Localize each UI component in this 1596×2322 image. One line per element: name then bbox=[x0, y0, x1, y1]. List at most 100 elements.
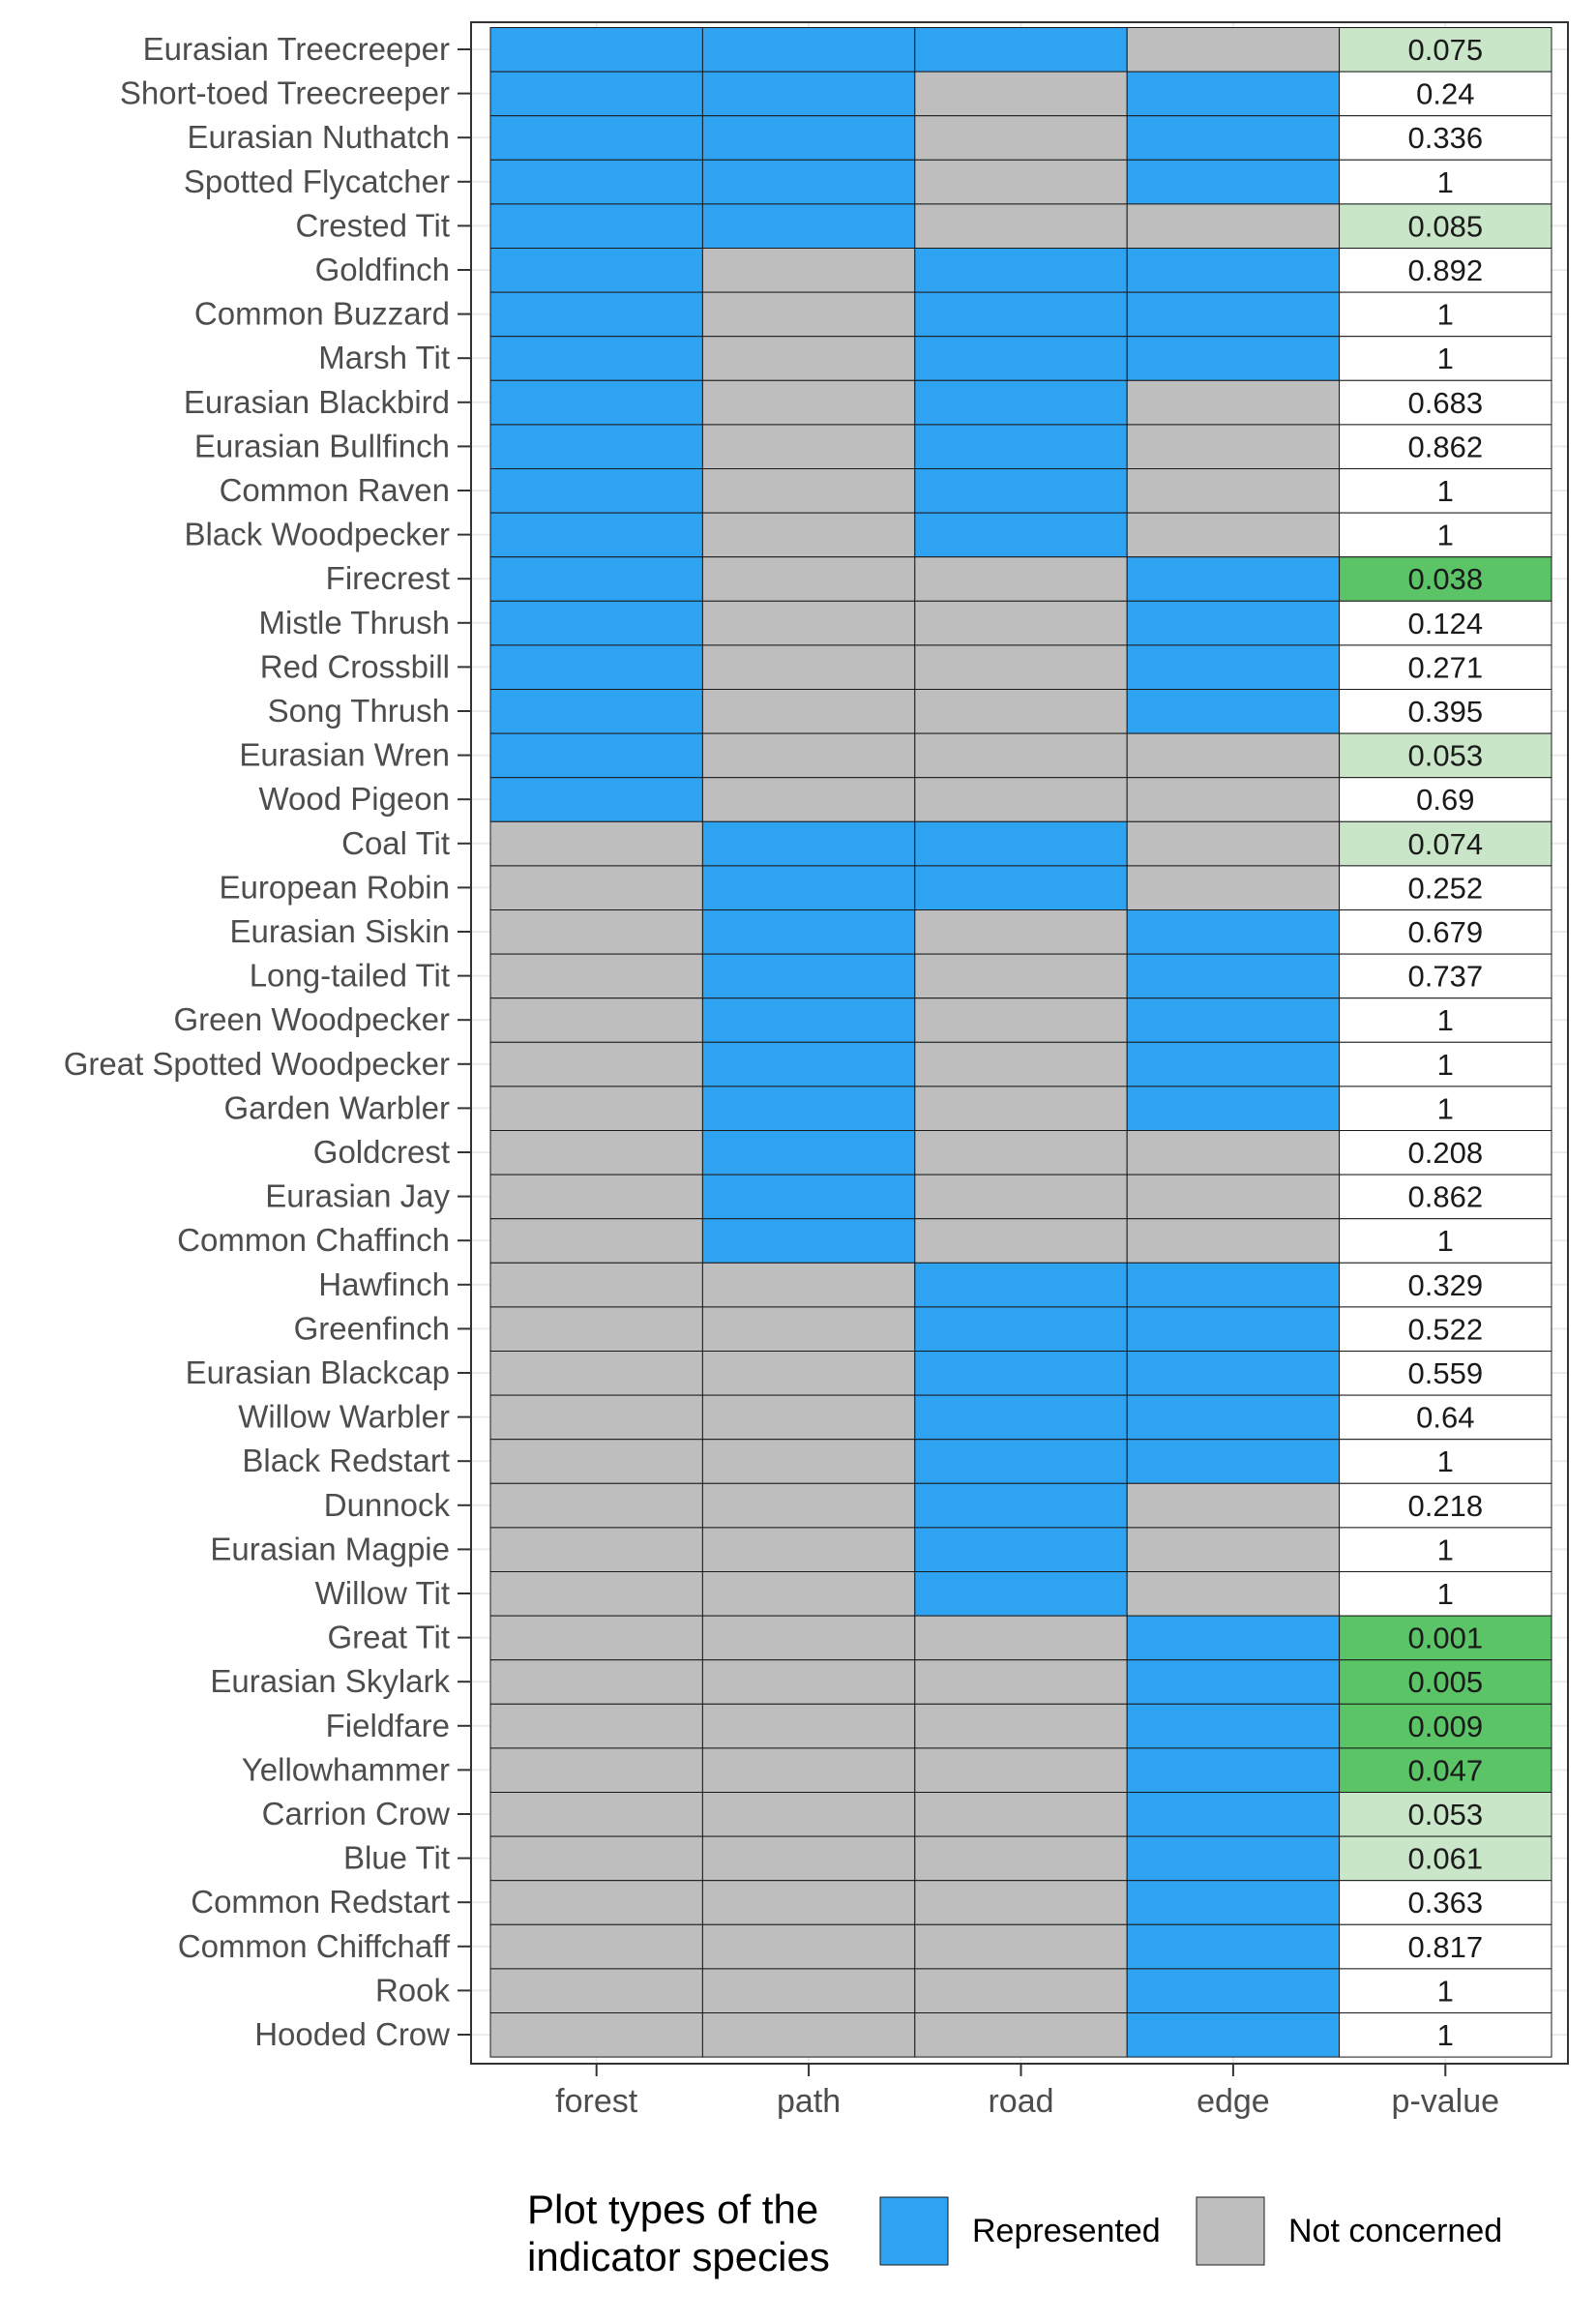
pvalue-cell bbox=[1339, 1880, 1552, 1925]
pvalue-cell bbox=[1339, 1835, 1552, 1882]
pvalue-cell bbox=[1339, 1439, 1552, 1484]
heatmap-cell-edge bbox=[1126, 997, 1341, 1043]
species-label: Yellowhammer bbox=[242, 1751, 450, 1787]
pvalue-label: 1 bbox=[1437, 1048, 1454, 1082]
heatmap-cell-path bbox=[701, 1218, 916, 1264]
pvalue-cell bbox=[1339, 1482, 1552, 1529]
species-label: Garden Warbler bbox=[223, 1089, 450, 1125]
heatmap-cell-edge bbox=[1126, 248, 1341, 293]
pvalue-label: 0.208 bbox=[1408, 1136, 1484, 1170]
heatmap-cell-road bbox=[914, 953, 1128, 999]
pvalue-cell bbox=[1339, 909, 1552, 955]
heatmap-cell-path bbox=[701, 909, 916, 955]
species-label: Great Spotted Woodpecker bbox=[64, 1046, 450, 1082]
heatmap-cell-edge bbox=[1126, 556, 1341, 602]
heatmap-cell-edge bbox=[1126, 468, 1341, 514]
heatmap-cell-forest bbox=[489, 1262, 703, 1308]
heatmap-cell-road bbox=[914, 1923, 1128, 1970]
species-label: Wood Pigeon bbox=[258, 781, 450, 817]
species-label: Rook bbox=[375, 1972, 451, 2008]
heatmap-cell-road bbox=[914, 732, 1128, 779]
pvalue-cell bbox=[1339, 1306, 1552, 1353]
heatmap-cell-path bbox=[701, 1880, 916, 1925]
heatmap-cell-path bbox=[701, 953, 916, 999]
heatmap-cell-path bbox=[701, 1086, 916, 1132]
species-label: Long-tailed Tit bbox=[250, 958, 450, 994]
heatmap-cell-forest bbox=[489, 159, 703, 205]
heatmap-cell-edge bbox=[1126, 1615, 1341, 1661]
pvalue-cell bbox=[1339, 2012, 1552, 2058]
species-label: Song Thrush bbox=[268, 693, 450, 729]
x-tick-label: path bbox=[777, 2083, 841, 2120]
pvalue-cell bbox=[1339, 997, 1552, 1043]
heatmap-cell-forest bbox=[489, 1130, 703, 1176]
x-tick-label: p-value bbox=[1392, 2083, 1500, 2120]
heatmap-cell-forest bbox=[489, 909, 703, 955]
pvalue-cell bbox=[1339, 1130, 1552, 1176]
pvalue-cell bbox=[1339, 820, 1552, 867]
heatmap-cell-path bbox=[701, 1835, 916, 1882]
heatmap-cell-path bbox=[701, 512, 916, 558]
species-label: Eurasian Magpie bbox=[210, 1531, 450, 1566]
species-label: Mistle Thrush bbox=[259, 605, 450, 640]
pvalue-cell bbox=[1339, 1703, 1552, 1749]
heatmap-cell-edge bbox=[1126, 1703, 1341, 1749]
pvalue-label: 0.395 bbox=[1408, 695, 1484, 729]
heatmap-cell-forest bbox=[489, 1835, 703, 1882]
pvalue-cell bbox=[1339, 1527, 1552, 1573]
heatmap-cell-forest bbox=[489, 1306, 703, 1353]
heatmap-cell-forest bbox=[489, 512, 703, 558]
pvalue-label: 0.862 bbox=[1408, 1180, 1484, 1214]
heatmap-cell-edge bbox=[1126, 1880, 1341, 1925]
heatmap-cell-road bbox=[914, 689, 1128, 734]
heatmap-cell-forest bbox=[489, 115, 703, 161]
heatmap-cell-forest bbox=[489, 777, 703, 822]
heatmap-cell-road bbox=[914, 1130, 1128, 1176]
heatmap-cell-edge bbox=[1126, 291, 1341, 338]
pvalue-label: 0.053 bbox=[1408, 1798, 1484, 1831]
heatmap-cell-edge bbox=[1126, 953, 1341, 999]
heatmap-cell-edge bbox=[1126, 1968, 1341, 2014]
pvalue-label: 1 bbox=[1437, 342, 1454, 375]
heatmap-cell-path bbox=[701, 777, 916, 822]
heatmap-cell-road bbox=[914, 203, 1128, 249]
species-label: European Robin bbox=[219, 869, 450, 905]
heatmap-cell-forest bbox=[489, 1968, 703, 2014]
species-label: Eurasian Wren bbox=[239, 737, 450, 773]
pvalue-label: 0.817 bbox=[1408, 1930, 1484, 1964]
heatmap-cell-forest bbox=[489, 1174, 703, 1220]
legend-title-line-1: Plot types of the bbox=[527, 2187, 818, 2232]
heatmap-cell-forest bbox=[489, 248, 703, 293]
heatmap-cell-forest bbox=[489, 291, 703, 338]
species-label: Willow Warbler bbox=[238, 1399, 450, 1435]
heatmap-cell-road bbox=[914, 291, 1128, 338]
heatmap-cell-edge bbox=[1126, 865, 1341, 911]
heatmap-cell-edge bbox=[1126, 1792, 1341, 1837]
heatmap-cell-road bbox=[914, 1880, 1128, 1925]
pvalue-cell bbox=[1339, 512, 1552, 558]
heatmap-cell-road bbox=[914, 512, 1128, 558]
pvalue-label: 0.737 bbox=[1408, 960, 1484, 994]
pvalue-label: 1 bbox=[1437, 298, 1454, 332]
heatmap-cell-forest bbox=[489, 27, 703, 73]
pvalue-label: 0.522 bbox=[1408, 1312, 1484, 1346]
heatmap-cell-edge bbox=[1126, 27, 1341, 73]
pvalue-label: 1 bbox=[1437, 165, 1454, 199]
pvalue-cell bbox=[1339, 1351, 1552, 1396]
heatmap-cell-path bbox=[701, 1792, 916, 1837]
pvalue-label: 1 bbox=[1437, 1444, 1454, 1478]
pvalue-label: 0.074 bbox=[1408, 827, 1484, 861]
pvalue-cell bbox=[1339, 379, 1552, 426]
heatmap-cell-forest bbox=[489, 1527, 703, 1573]
species-label: Red Crossbill bbox=[260, 648, 450, 684]
pvalue-label: 0.271 bbox=[1408, 650, 1484, 684]
panel-border bbox=[470, 21, 1569, 2065]
species-label: Common Buzzard bbox=[194, 296, 450, 332]
heatmap-cell-forest bbox=[489, 644, 703, 691]
heatmap-cell-road bbox=[914, 997, 1128, 1043]
heatmap-cell-path bbox=[701, 248, 916, 293]
heatmap-cell-road bbox=[914, 1835, 1128, 1882]
heatmap-cell-edge bbox=[1126, 336, 1341, 381]
heatmap-cell-path bbox=[701, 865, 916, 911]
